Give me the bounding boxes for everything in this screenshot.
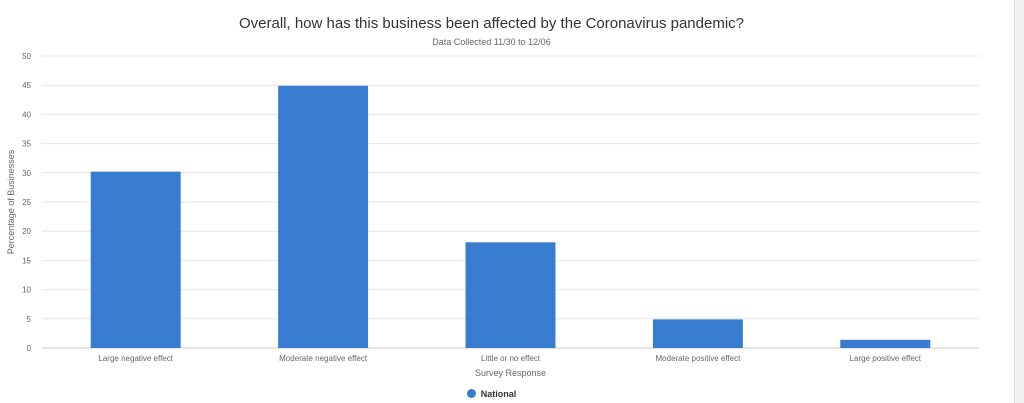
- y-tick-label: 5: [27, 315, 32, 324]
- x-tick-label: Moderate positive effect: [656, 354, 742, 363]
- y-tick-label: 30: [22, 169, 31, 178]
- bar[interactable]: [652, 319, 743, 348]
- bar[interactable]: [840, 339, 931, 348]
- y-tick-label: 15: [22, 256, 31, 265]
- y-tick-label: 25: [22, 198, 31, 207]
- y-tick-label: 40: [22, 110, 31, 119]
- y-tick-label: 45: [22, 81, 31, 90]
- chart-title: Overall, how has this business been affe…: [238, 15, 744, 32]
- x-axis-title: Survey Response: [475, 368, 546, 378]
- window-right-edge: [1014, 0, 1024, 403]
- y-tick-label: 10: [22, 286, 31, 295]
- legend: National: [0, 389, 983, 399]
- legend-item-national[interactable]: National: [466, 389, 517, 399]
- bar[interactable]: [465, 242, 556, 348]
- legend-label: National: [480, 389, 517, 399]
- x-tick-label: Little or no effect: [481, 354, 541, 363]
- y-tick-label: 35: [22, 140, 31, 149]
- x-tick-label: Moderate negative effect: [279, 354, 368, 363]
- y-tick-label: 20: [22, 227, 31, 236]
- chart-subtitle: Data Collected 11/30 to 12/06: [432, 37, 551, 47]
- legend-marker: [466, 389, 476, 398]
- bar[interactable]: [90, 171, 181, 348]
- y-tick-label: 50: [22, 52, 31, 61]
- x-tick-label: Large negative effect: [98, 354, 173, 363]
- bar-chart: 0 5 10 15 20 25 30 35 40 45 50 Large negative effec…: [6, 52, 979, 378]
- bar[interactable]: [278, 85, 369, 348]
- x-tick-label: Large positive effect: [850, 354, 922, 363]
- y-tick-label: 0: [27, 344, 32, 353]
- y-axis-title: Percentage of Businesses: [6, 149, 16, 254]
